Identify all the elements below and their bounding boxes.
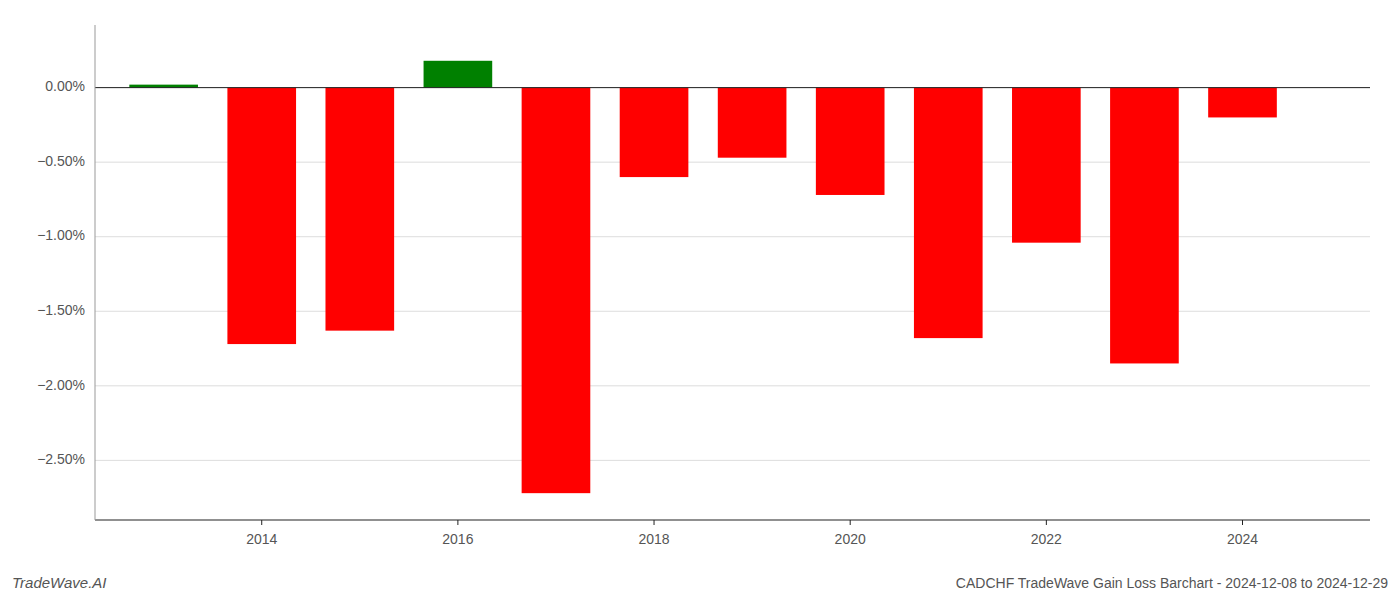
title: CADCHF TradeWave Gain Loss Barchart - 20… [956, 575, 1388, 591]
bar [1110, 88, 1179, 364]
x-tick-label: 2024 [1227, 531, 1258, 547]
chart-container: 0.00%−0.50%−1.00%−1.50%−2.00%−2.50%20142… [0, 0, 1400, 600]
x-tick [850, 520, 851, 525]
zero-line [95, 87, 1370, 88]
bar [1208, 88, 1277, 118]
x-tick-label: 2022 [1031, 531, 1062, 547]
y-tick-label: −2.00% [37, 377, 85, 393]
bar [227, 88, 296, 344]
x-tick [654, 520, 655, 525]
y-tick-label: −1.50% [37, 302, 85, 318]
bar [424, 61, 493, 88]
x-tick [1046, 520, 1047, 525]
bar [620, 88, 689, 177]
x-tick [457, 520, 458, 525]
y-tick-label: −0.50% [37, 153, 85, 169]
y-axis: 0.00% −0.50% −1.00% −1.50% −2.00% −2.50% [37, 78, 85, 467]
x-axis-line [95, 519, 1370, 520]
watermark: TradeWave.AI [12, 574, 106, 591]
grid-line [95, 87, 1370, 88]
x-tick-label: 2018 [638, 531, 669, 547]
bar [718, 88, 787, 158]
bar [1012, 88, 1081, 243]
grid-line [95, 460, 1370, 461]
x-tick-label: 2016 [442, 531, 473, 547]
x-tick-label: 2020 [835, 531, 866, 547]
y-tick-label: −2.50% [37, 451, 85, 467]
grid [95, 88, 1370, 461]
x-tick [1242, 520, 1243, 525]
chart: 0.00%−0.50%−1.00%−1.50%−2.00%−2.50%20142… [0, 0, 1400, 600]
x-tick-label: 2014 [246, 531, 277, 547]
x-axis: 2014 2016 2018 2020 2022 2024 [246, 520, 1258, 547]
y-tick-label: −1.00% [37, 227, 85, 243]
bar [325, 88, 394, 331]
x-tick [261, 520, 262, 525]
y-axis-line [95, 25, 96, 520]
grid-line [95, 385, 1370, 386]
y-tick-label: 0.00% [45, 78, 85, 94]
bars [129, 61, 1277, 493]
bar [816, 88, 885, 195]
bar [522, 88, 591, 494]
bar [914, 88, 983, 338]
